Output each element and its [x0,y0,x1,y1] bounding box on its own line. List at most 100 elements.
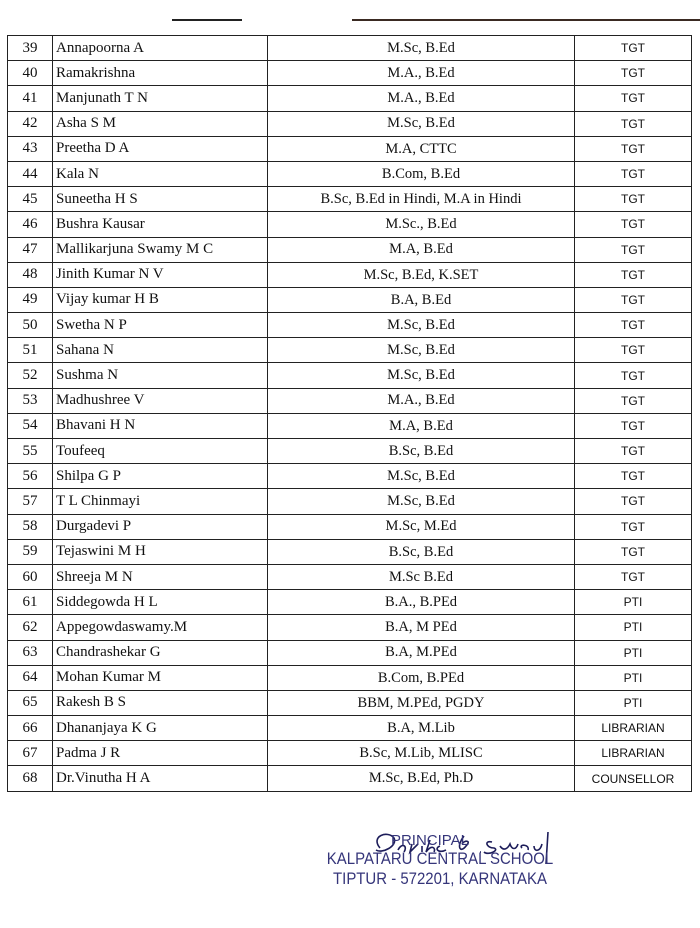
name-cell: Tejaswini M H [52,538,268,565]
qualification-cell: M.Sc, B.Ed, Ph.D [267,765,575,792]
name-cell: Shilpa G P [52,463,268,490]
serial-number-cell: 68 [7,765,53,792]
table-row: 39 Annapoorna A M.Sc, B.Ed TGT [7,34,692,62]
serial-number-cell: 50 [7,312,53,339]
name-cell: Rakesh B S [52,689,268,717]
table-row: 56 Shilpa G P M.Sc, B.Ed TGT [7,463,692,490]
table-row: 43 Preetha D A M.A, CTTC TGT [7,135,692,162]
name-cell: Swetha N P [52,312,268,339]
name-cell: Dhananjaya K G [52,715,268,742]
table-row: 67 Padma J R B.Sc, M.Lib, MLISC LIBRARIAN [7,740,692,767]
qualification-cell: M.Sc, B.Ed, K.SET [267,261,575,288]
designation-cell: TGT [574,236,692,263]
designation-cell: PTI [574,664,692,691]
designation-cell: TGT [574,85,692,112]
serial-number-cell: 64 [7,664,53,691]
stamp-title: PRINCIPAL [390,832,470,849]
name-cell: Appegowdaswamy.M [52,614,268,641]
name-cell: Bushra Kausar [52,211,268,238]
serial-number-cell: 51 [7,337,53,364]
designation-cell: TGT [574,186,692,213]
serial-number-cell: 49 [7,286,53,314]
serial-number-cell: 46 [7,211,53,238]
table-row: 47 Mallikarjuna Swamy M C M.A, B.Ed TGT [7,236,692,263]
serial-number-cell: 62 [7,614,53,641]
serial-number-cell: 59 [7,538,53,565]
name-cell: Padma J R [52,740,268,767]
designation-cell: TGT [574,261,692,288]
qualification-cell: M.Sc, B.Ed [267,312,575,339]
serial-number-cell: 56 [7,463,53,490]
table-row: 52 Sushma N M.Sc, B.Ed TGT [7,362,692,389]
designation-cell: TGT [574,412,692,440]
qualification-cell: M.A, CTTC [267,135,575,162]
table-row: 53 Madhushree V M.A., B.Ed TGT [7,387,692,414]
qualification-cell: B.Com, B.PEd [267,664,575,691]
table-row: 57 T L Chinmayi M.Sc, B.Ed TGT [7,488,692,515]
name-cell: Toufeeq [52,437,268,465]
header-rule-right [352,19,700,21]
qualification-cell: B.A, M.PEd [267,639,575,666]
qualification-cell: M.Sc, B.Ed [267,34,575,62]
qualification-cell: M.Sc, B.Ed [267,488,575,515]
name-cell: Jinith Kumar N V [52,261,268,288]
principal-signature [375,831,549,865]
name-cell: Dr.Vinutha H A [52,765,268,792]
serial-number-cell: 63 [7,639,53,666]
principal-stamp: PRINCIPAL KALPATARU CENTRAL SCHOOL TIPTU… [300,832,580,889]
designation-cell: TGT [574,337,692,364]
designation-cell: PTI [574,589,692,616]
table-row: 46 Bushra Kausar M.Sc., B.Ed TGT [7,211,692,238]
designation-cell: TGT [574,110,692,137]
designation-cell: TGT [574,160,692,188]
name-cell: Siddegowda H L [52,589,268,616]
designation-cell: PTI [574,689,692,717]
name-cell: Kala N [52,160,268,188]
designation-cell: TGT [574,488,692,515]
serial-number-cell: 48 [7,261,53,288]
table-row: 49 Vijay kumar H B B.A, B.Ed TGT [7,286,692,314]
serial-number-cell: 53 [7,387,53,414]
serial-number-cell: 43 [7,135,53,162]
designation-cell: TGT [574,513,692,540]
serial-number-cell: 42 [7,110,53,137]
serial-number-cell: 66 [7,715,53,742]
header-rule-left [172,19,242,21]
qualification-cell: M.Sc B.Ed [267,563,575,591]
stamp-school: KALPATARU CENTRAL SCHOOL [326,849,554,868]
serial-number-cell: 55 [7,437,53,465]
serial-number-cell: 47 [7,236,53,263]
stamp-address: TIPTUR - 572201, KARNATAKA [333,869,547,888]
designation-cell: TGT [574,437,692,465]
designation-cell: LIBRARIAN [574,740,692,767]
qualification-cell: B.Com, B.Ed [267,160,575,188]
qualification-cell: B.Sc, B.Ed [267,437,575,465]
table-row: 66 Dhananjaya K G B.A, M.Lib LIBRARIAN [7,715,692,742]
name-cell: Asha S M [52,110,268,137]
name-cell: Sahana N [52,337,268,364]
designation-cell: TGT [574,563,692,591]
qualification-cell: M.A., B.Ed [267,60,575,87]
qualification-cell: B.A, B.Ed [267,286,575,314]
table-row: 60 Shreeja M N M.Sc B.Ed TGT [7,563,692,591]
table-row: 65 Rakesh B S BBM, M.PEd, PGDY PTI [7,689,692,717]
qualification-cell: M.A., B.Ed [267,387,575,414]
table-row: 62 Appegowdaswamy.M B.A, M PEd PTI [7,614,692,641]
serial-number-cell: 65 [7,689,53,717]
name-cell: Preetha D A [52,135,268,162]
designation-cell: TGT [574,362,692,389]
designation-cell: TGT [574,312,692,339]
name-cell: Annapoorna A [52,34,268,62]
designation-cell: COUNSELLOR [574,765,692,792]
designation-cell: TGT [574,538,692,565]
serial-number-cell: 45 [7,186,53,213]
name-cell: Shreeja M N [52,563,268,591]
qualification-cell: M.Sc, B.Ed [267,463,575,490]
qualification-cell: M.Sc, B.Ed [267,110,575,137]
qualification-cell: BBM, M.PEd, PGDY [267,689,575,717]
table-row: 44 Kala N B.Com, B.Ed TGT [7,160,692,188]
serial-number-cell: 44 [7,160,53,188]
qualification-cell: M.Sc., B.Ed [267,211,575,238]
table-row: 58 Durgadevi P M.Sc, M.Ed TGT [7,513,692,540]
qualification-cell: B.A., B.PEd [267,589,575,616]
